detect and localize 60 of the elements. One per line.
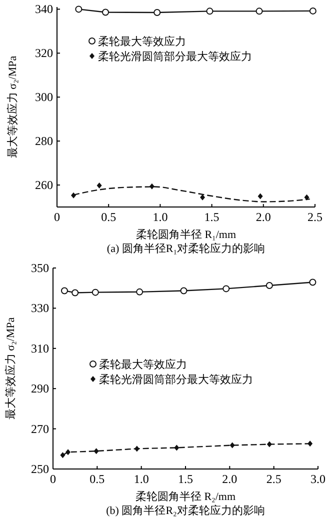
x-tick-label: 0 — [54, 210, 60, 224]
point — [174, 444, 180, 451]
y-tick-label: 350 — [31, 261, 49, 275]
x-tick-label: 2.5 — [266, 472, 282, 486]
x-tick-label: 2.0 — [256, 210, 271, 224]
y-tick-label: 250 — [31, 462, 49, 476]
point — [60, 287, 68, 294]
y-axis-title: 最大等效应力 σ₂/MPa — [4, 317, 17, 420]
text: (a) 圆角半径R₁对柔轮应力的影响 — [106, 242, 266, 255]
x-tick-label: 3.0 — [310, 472, 326, 486]
x-tick-label: 0.5 — [101, 210, 116, 224]
y-tick-label: 300 — [35, 90, 53, 104]
point — [134, 446, 140, 452]
y-tick-label: 340 — [35, 2, 53, 16]
x-tick-label: 1.5 — [178, 472, 193, 486]
point — [94, 448, 99, 454]
point — [154, 8, 161, 16]
point — [72, 289, 79, 296]
legend-label: 柔轮最大等效应力 — [98, 35, 186, 48]
point — [75, 6, 82, 13]
y-tick-label: 320 — [35, 46, 53, 60]
point — [102, 8, 110, 16]
point — [309, 7, 316, 14]
legend-label: 柔轮最大等效应力 — [99, 358, 187, 371]
y-tick-label: 330 — [31, 301, 49, 316]
x-tick-label: 0.5 — [90, 472, 105, 486]
point — [258, 193, 263, 200]
point — [60, 452, 66, 458]
point — [92, 288, 99, 296]
y-tick-label: 290 — [31, 382, 49, 396]
legend-label: 柔轮光滑圆筒部分最大等效应力 — [99, 373, 253, 386]
x-tick-label: 1.0 — [152, 210, 168, 224]
y-axis-title: 最大等效应力 σ₂/MPa — [6, 56, 19, 158]
point — [304, 194, 310, 200]
x-tick-label: 2.0 — [222, 472, 238, 486]
point — [206, 8, 214, 15]
y-tick-label: 310 — [31, 341, 49, 356]
point — [266, 441, 272, 448]
x-axis-title: 柔轮圆角半径 R₂/mm — [135, 490, 236, 503]
x-tick-label: 0 — [50, 472, 56, 486]
point — [230, 442, 235, 448]
text: (b) 圆角半径R₂对柔轮应力的影响 — [106, 504, 265, 517]
point — [200, 194, 206, 200]
y-tick-label: 260 — [35, 178, 53, 192]
point — [309, 278, 316, 286]
point — [266, 282, 273, 289]
y-tick-label: 280 — [35, 134, 53, 148]
point — [66, 449, 71, 456]
x-axis-title: 柔轮圆角半径 R₁/mm — [136, 228, 236, 241]
legend-label: 柔轮光滑圆筒部分最大等效应力 — [98, 50, 252, 63]
point — [256, 8, 263, 15]
point — [96, 182, 102, 188]
point — [136, 288, 144, 296]
point — [180, 287, 188, 294]
x-tick-label: 1.0 — [134, 472, 149, 486]
point — [308, 440, 313, 447]
y-tick-label: 270 — [31, 422, 49, 436]
x-tick-label: 1.5 — [204, 210, 220, 224]
x-tick-label: 2.5 — [308, 210, 322, 224]
point — [222, 285, 230, 292]
